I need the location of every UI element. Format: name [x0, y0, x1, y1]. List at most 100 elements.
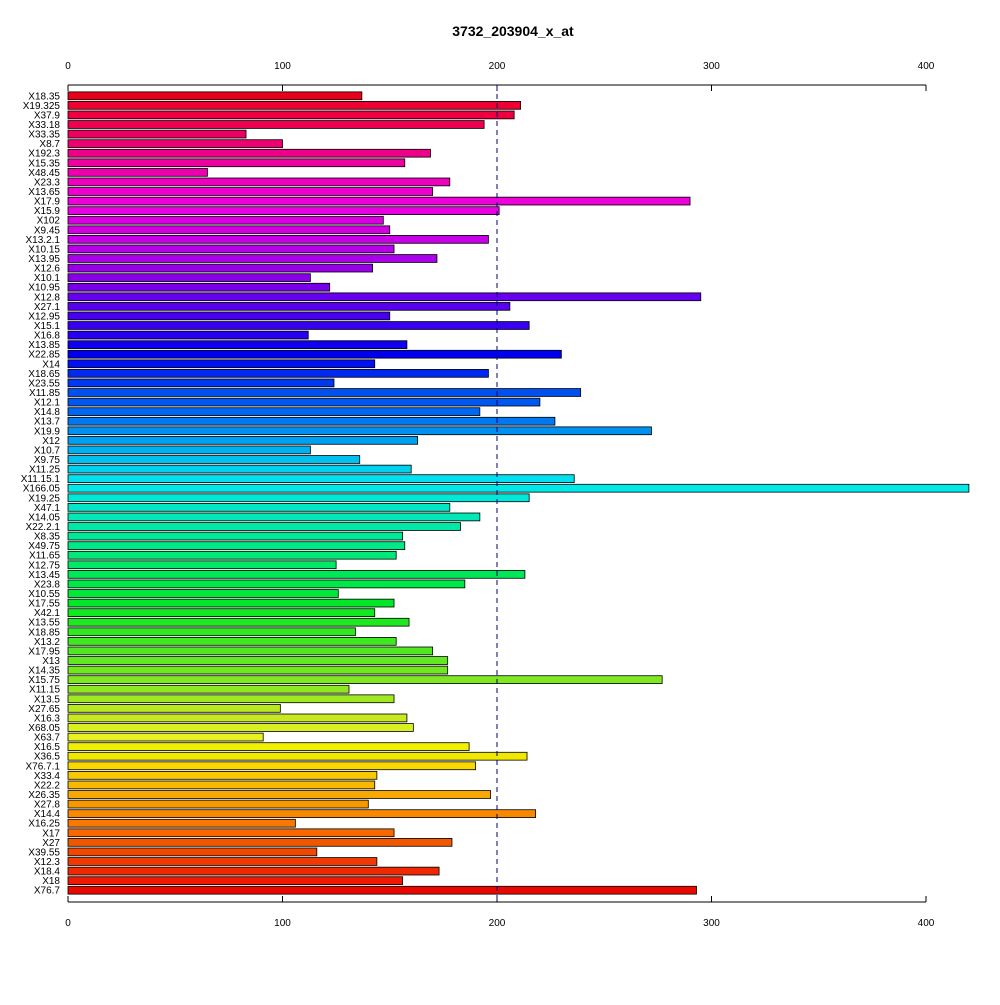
category-label: X18.35 — [28, 91, 60, 102]
bar-75 — [67, 809, 537, 818]
category-label: X12.6 — [34, 264, 61, 275]
bar-10 — [67, 187, 434, 196]
category-label: X11.65 — [29, 551, 60, 562]
bar-42 — [67, 493, 530, 503]
category-label: X19.325 — [23, 101, 61, 112]
bar-15 — [67, 235, 489, 244]
category-label: X10.15 — [28, 244, 60, 255]
category-label: X17.9 — [34, 197, 61, 208]
bar-48 — [67, 550, 397, 560]
bar-35 — [67, 426, 652, 436]
bar-28 — [67, 359, 376, 369]
bar-82 — [67, 876, 404, 885]
category-label: X166.05 — [23, 484, 61, 495]
bar-19 — [67, 273, 311, 282]
category-label: X26.35 — [28, 790, 60, 801]
bar-51 — [67, 579, 466, 589]
bar-12 — [67, 206, 500, 215]
bar-16 — [67, 244, 395, 254]
category-label: X11.85 — [29, 388, 60, 399]
category-label: X48.45 — [28, 168, 60, 179]
bar-65 — [67, 713, 408, 723]
bar-26 — [67, 340, 408, 349]
category-label: X22.2.1 — [26, 522, 61, 533]
category-label: X27 — [42, 838, 60, 849]
bar-54 — [67, 608, 376, 617]
bar-76 — [67, 818, 296, 828]
category-label: X33.4 — [34, 771, 61, 782]
bar-32 — [67, 397, 541, 407]
category-label: X12 — [42, 436, 60, 447]
category-label: X76.7.1 — [26, 761, 61, 772]
category-label: X39.55 — [28, 847, 60, 858]
category-label: X14.4 — [34, 809, 61, 820]
category-label: X14.35 — [28, 666, 60, 677]
category-label: X23.55 — [28, 378, 60, 389]
category-label: X16.3 — [34, 713, 61, 724]
bar-59 — [67, 656, 449, 665]
category-label: X19.25 — [28, 493, 60, 504]
category-label: X192.3 — [28, 149, 60, 160]
category-label: X12.95 — [28, 311, 60, 322]
bar-73 — [67, 790, 491, 799]
bar-70 — [67, 761, 476, 771]
bar-52 — [67, 589, 339, 598]
chart-title: 3732_203904_x_at — [452, 23, 574, 39]
category-label: X11.15.1 — [21, 474, 61, 485]
x-tick-label-top: 0 — [65, 61, 71, 72]
bar-74 — [67, 799, 369, 809]
x-tick-label-top: 200 — [489, 61, 506, 72]
category-label: X63.7 — [34, 733, 61, 744]
x-tick-label-top: 400 — [918, 61, 935, 72]
bar-78 — [67, 838, 453, 847]
bar-67 — [67, 732, 264, 742]
bar-61 — [67, 675, 663, 684]
bar-29 — [67, 369, 489, 378]
category-label: X14.8 — [34, 407, 61, 418]
category-label: X37.9 — [34, 110, 61, 121]
category-label: X16.25 — [28, 819, 60, 830]
bar-64 — [67, 704, 281, 713]
x-tick-label-bottom: 0 — [65, 918, 71, 929]
category-label: X18 — [42, 876, 60, 887]
x-tick-label-bottom: 200 — [489, 918, 506, 929]
category-label: X42.1 — [34, 608, 61, 619]
bars — [67, 91, 970, 895]
category-label: X8.7 — [39, 139, 60, 150]
category-label: X13.2 — [34, 637, 61, 648]
bar-44 — [67, 512, 481, 522]
bar-79 — [67, 847, 318, 857]
category-label: X11.25 — [29, 465, 60, 476]
bar-56 — [67, 627, 356, 637]
category-label: X13.7 — [34, 417, 61, 428]
category-label: X18.85 — [28, 627, 60, 638]
category-label: X13.2.1 — [26, 235, 61, 246]
category-label: X27.65 — [28, 704, 60, 715]
bar-13 — [67, 215, 384, 225]
bar-71 — [67, 771, 378, 780]
category-label: X15.35 — [28, 158, 60, 169]
bar-20 — [67, 282, 331, 292]
category-label: X18.65 — [28, 369, 60, 380]
category-label: X33.18 — [28, 120, 60, 131]
bar-21 — [67, 292, 702, 302]
bar-55 — [67, 617, 410, 627]
category-label: X10.7 — [34, 445, 61, 456]
category-label: X14.05 — [28, 512, 60, 523]
category-label: X13 — [42, 656, 60, 667]
x-tick-label-top: 300 — [703, 61, 720, 72]
category-label: X27.1 — [34, 302, 61, 313]
bar-3 — [67, 120, 485, 129]
bar-46 — [67, 531, 404, 541]
bar-31 — [67, 388, 582, 397]
bar-4 — [67, 129, 247, 139]
bar-53 — [67, 598, 395, 608]
bar-11 — [67, 196, 691, 206]
category-label: X17.55 — [28, 599, 60, 610]
bar-17 — [67, 254, 438, 263]
bar-83 — [67, 885, 697, 895]
bar-8 — [67, 168, 208, 177]
category-label: X76.7 — [34, 886, 61, 897]
